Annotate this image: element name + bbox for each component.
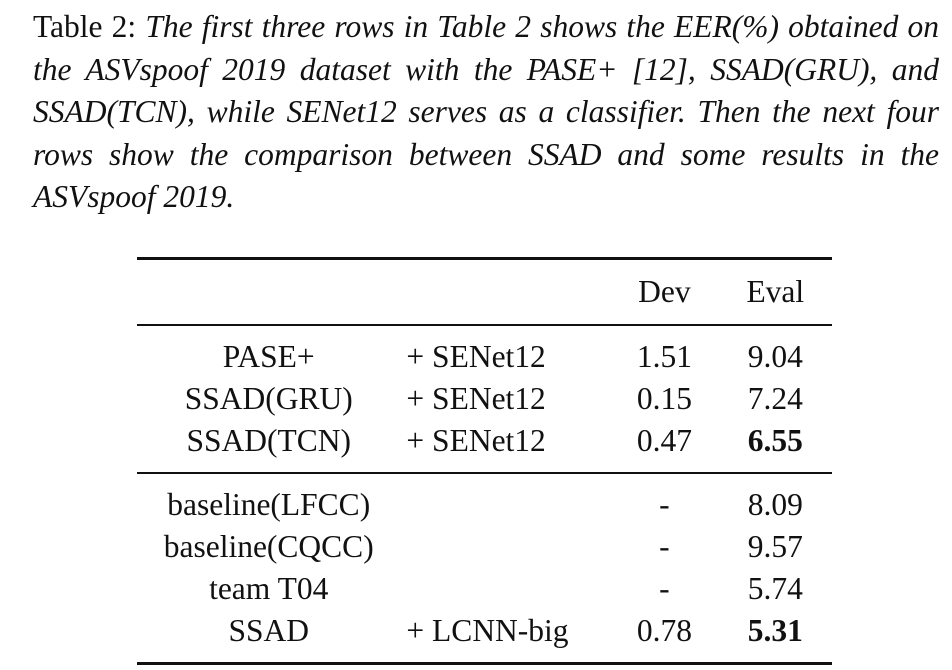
cell-dev: - <box>659 529 670 564</box>
cell-model: team T04 <box>209 571 329 606</box>
table-row: baseline(LFCC) - 8.09 <box>137 473 832 526</box>
cell-dev: 0.78 <box>636 613 692 648</box>
cell-classifier: + SENet12 <box>406 423 546 458</box>
caption-label: Table 2: <box>33 9 146 44</box>
results-table: Dev Eval PASE+ + SENet12 1.51 9.04 SSAD(… <box>137 257 832 665</box>
cell-classifier: + LCNN-big <box>406 613 569 648</box>
table-row: PASE+ + SENet12 1.51 9.04 <box>137 325 832 378</box>
cell-dev: 0.47 <box>636 423 692 458</box>
cell-classifier <box>400 568 610 610</box>
cell-dev: - <box>659 487 670 522</box>
table-row: baseline(CQCC) - 9.57 <box>137 526 832 568</box>
cell-model: SSAD(TCN) <box>186 423 351 458</box>
table-row: SSAD(GRU) + SENet12 0.15 7.24 <box>137 378 832 420</box>
cell-classifier: + SENet12 <box>406 339 546 374</box>
table-row: SSAD(TCN) + SENet12 0.47 6.55 <box>137 420 832 473</box>
cell-classifier: + SENet12 <box>406 381 546 416</box>
cell-model: SSAD <box>228 613 309 648</box>
cell-eval: 5.74 <box>747 571 803 606</box>
cell-model: baseline(CQCC) <box>163 529 374 564</box>
cell-classifier <box>400 526 610 568</box>
cell-dev: - <box>659 571 670 606</box>
cell-model: PASE+ <box>222 339 315 374</box>
cell-classifier <box>400 473 610 526</box>
header-model <box>137 259 400 326</box>
cell-dev: 1.51 <box>636 339 692 374</box>
table-row: SSAD + LCNN-big 0.78 5.31 <box>137 610 832 664</box>
cell-eval: 9.04 <box>747 339 803 374</box>
cell-dev: 0.15 <box>636 381 692 416</box>
header-eval: Eval <box>746 274 805 309</box>
header-dev: Dev <box>638 274 691 309</box>
cell-model: SSAD(GRU) <box>184 381 353 416</box>
cell-model: baseline(LFCC) <box>167 487 371 522</box>
cell-eval-best: 5.31 <box>747 613 803 648</box>
cell-eval: 9.57 <box>747 529 803 564</box>
table-caption: Table 2: The first three rows in Table 2… <box>33 6 939 219</box>
table-header-row: Dev Eval <box>137 258 832 326</box>
caption-text: The first three rows in Table 2 shows th… <box>33 9 939 214</box>
table-row: team T04 - 5.74 <box>137 568 832 610</box>
cell-eval: 8.09 <box>747 487 803 522</box>
cell-eval-best: 6.55 <box>747 423 803 458</box>
cell-eval: 7.24 <box>747 381 803 416</box>
header-classifier <box>400 259 610 326</box>
